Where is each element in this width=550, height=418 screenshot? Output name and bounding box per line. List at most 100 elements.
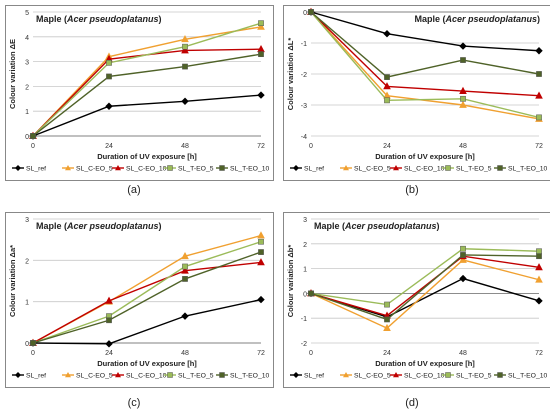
x-tick-label: 72 xyxy=(257,350,265,357)
legend-label: SL_C-EO_10 xyxy=(404,166,445,173)
x-axis-title: Duration of UV exposure [h] xyxy=(97,152,197,161)
y-tick-label: 1 xyxy=(25,109,29,116)
data-point-SL_T-EO_5 xyxy=(258,21,263,26)
y-tick-label: 2 xyxy=(25,84,29,91)
y-tick-label: 0 xyxy=(303,291,307,298)
legend-label: SL_T-EO_5 xyxy=(178,373,214,380)
y-tick-label: -4 xyxy=(301,134,307,141)
y-axis-title: Colour variation ΔL* xyxy=(286,38,295,111)
chart-title-suffix: ) xyxy=(537,14,540,24)
y-tick-label: 0 xyxy=(25,341,29,348)
x-tick-label: 24 xyxy=(383,350,391,357)
x-tick-label: 48 xyxy=(181,143,189,150)
y-tick-label: 2 xyxy=(303,242,307,249)
y-tick-label: 3 xyxy=(25,217,29,224)
x-tick-label: 0 xyxy=(309,350,313,357)
x-tick-label: 0 xyxy=(31,350,35,357)
panel-label: (c) xyxy=(128,397,141,409)
x-tick-label: 48 xyxy=(181,350,189,357)
y-axis-title: Colour variation ΔE xyxy=(8,39,17,109)
chart-title-species: Acer pseudoplatanus xyxy=(66,14,159,24)
legend-label: SL_T-EO_10 xyxy=(508,166,548,173)
chart-title-prefix: Maple ( xyxy=(314,221,345,231)
data-point-SL_T-EO_10 xyxy=(30,133,35,138)
legend-label: SL_T-EO_5 xyxy=(456,373,492,380)
data-point-SL_T-EO_5 xyxy=(384,98,389,103)
panel-label: (d) xyxy=(405,397,418,409)
y-tick-label: -2 xyxy=(301,341,307,348)
legend-label: SL_T-EO_5 xyxy=(456,166,492,173)
legend-marker xyxy=(446,373,451,378)
data-point-SL_T-EO_10 xyxy=(106,318,111,323)
y-tick-label: 4 xyxy=(25,35,29,42)
data-point-SL_T-EO_10 xyxy=(460,57,465,62)
legend-marker xyxy=(220,373,225,378)
legend-marker xyxy=(220,166,225,171)
y-tick-label: -1 xyxy=(301,316,307,323)
chart-title-species: Acer pseudoplatanus xyxy=(444,14,537,24)
data-point-SL_T-EO_10 xyxy=(536,254,541,259)
data-point-SL_T-EO_10 xyxy=(106,74,111,79)
y-axis-title: Colour variation Δb* xyxy=(286,245,295,318)
legend-label: SL_ref xyxy=(26,373,46,380)
chart-title: Maple (Acer pseudoplatanus) xyxy=(36,221,162,231)
legend-label: SL_ref xyxy=(26,166,46,173)
x-tick-label: 72 xyxy=(257,143,265,150)
y-tick-label: 3 xyxy=(303,217,307,224)
chart-title: Maple (Acer pseudoplatanus) xyxy=(36,14,162,24)
legend-label: SL_ref xyxy=(304,166,324,173)
data-point-SL_T-EO_5 xyxy=(106,60,111,65)
y-tick-label: 5 xyxy=(25,10,29,17)
legend-marker xyxy=(498,373,503,378)
data-point-SL_T-EO_5 xyxy=(182,264,187,269)
x-tick-label: 0 xyxy=(309,143,313,150)
chart-title: Maple (Acer pseudoplatanus) xyxy=(414,14,540,24)
chart-title-prefix: Maple ( xyxy=(36,221,67,231)
legend-label: SL_C-EO_10 xyxy=(404,373,445,380)
data-point-SL_T-EO_5 xyxy=(460,96,465,101)
data-point-SL_T-EO_5 xyxy=(258,239,263,244)
legend-label: SL_C-EO_5 xyxy=(354,166,391,173)
legend-label: SL_T-EO_5 xyxy=(178,166,214,173)
y-axis-title: Colour variation Δa* xyxy=(8,245,17,317)
data-point-SL_T-EO_10 xyxy=(258,249,263,254)
legend-label: SL_C-EO_5 xyxy=(354,373,391,380)
data-point-SL_T-EO_5 xyxy=(460,246,465,251)
chart-title-prefix: Maple ( xyxy=(414,14,445,24)
legend-label: SL_T-EO_10 xyxy=(230,166,270,173)
legend-label: SL_T-EO_10 xyxy=(230,373,270,380)
data-point-SL_T-EO_10 xyxy=(182,64,187,69)
data-point-SL_T-EO_10 xyxy=(182,276,187,281)
chart-title: Maple (Acer pseudoplatanus) xyxy=(314,221,440,231)
legend-label: SL_C-EO_10 xyxy=(126,166,167,173)
x-tick-label: 24 xyxy=(105,350,113,357)
legend-label: SL_T-EO_10 xyxy=(508,373,548,380)
data-point-SL_T-EO_5 xyxy=(536,115,541,120)
legend-marker xyxy=(446,166,451,171)
y-tick-label: 2 xyxy=(25,258,29,265)
chart-title-species: Acer pseudoplatanus xyxy=(344,221,437,231)
x-tick-label: 24 xyxy=(105,143,113,150)
panel-label: (b) xyxy=(405,184,418,196)
x-axis-title: Duration of UV exposure [h] xyxy=(375,359,475,368)
panel-label: (a) xyxy=(127,184,140,196)
data-point-SL_T-EO_10 xyxy=(258,52,263,57)
data-point-SL_T-EO_5 xyxy=(182,44,187,49)
x-tick-label: 72 xyxy=(535,350,543,357)
data-point-SL_T-EO_10 xyxy=(536,71,541,76)
x-tick-label: 24 xyxy=(383,143,391,150)
data-point-SL_T-EO_10 xyxy=(308,291,313,296)
x-tick-label: 48 xyxy=(459,143,467,150)
chart-title-species: Acer pseudoplatanus xyxy=(66,221,159,231)
x-axis-title: Duration of UV exposure [h] xyxy=(97,359,197,368)
y-tick-label: 3 xyxy=(25,60,29,67)
chart-title-suffix: ) xyxy=(159,14,162,24)
y-tick-label: -1 xyxy=(301,41,307,48)
x-axis-title: Duration of UV exposure [h] xyxy=(375,152,475,161)
legend-marker xyxy=(168,166,173,171)
y-tick-label: 0 xyxy=(303,10,307,17)
